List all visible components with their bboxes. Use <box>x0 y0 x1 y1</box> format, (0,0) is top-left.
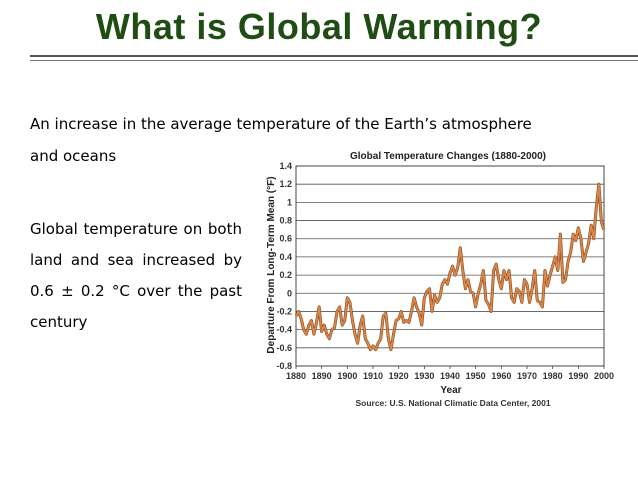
chart-source: Source: U.S. National Climatic Data Cent… <box>355 398 550 408</box>
chart-y-ticks: 1.4 1.2 1 0.8 0.6 0.4 0.2 0 -0.2 -0.4 -0.6 -0.8 <box>276 161 292 371</box>
chart-title: Global Temperature Changes (1880-2000) <box>350 151 546 162</box>
temperature-chart: Global Temperature Changes (1880-2000) D… <box>266 151 614 408</box>
chart-x-tick-label: 1880 <box>286 371 306 381</box>
chart-y-axis-label: Departure From Long-Term Mean (°F) <box>266 176 277 353</box>
slide-title: What is Global Warming? <box>95 6 543 47</box>
chart-x-tick-label: 1970 <box>517 371 537 381</box>
chart-x-tick-label: 1990 <box>568 371 588 381</box>
chart-y-tick-label: 1 <box>287 197 292 207</box>
chart-y-tick-label: -0.6 <box>276 343 292 353</box>
chart-x-tick-label: 1890 <box>312 371 332 381</box>
chart-y-tick-label: -0.8 <box>276 361 292 371</box>
title-rule-thick <box>30 55 638 57</box>
temperature-paragraph: Global temperature on both land and sea … <box>30 220 242 331</box>
chart-x-ticks: 1880 1890 1900 1910 1920 1930 1940 1950 1960 1970… <box>286 366 614 381</box>
chart-x-tick-label: 1930 <box>414 371 434 381</box>
chart-y-tick-label: 0.8 <box>279 216 292 226</box>
chart-x-tick-label: 1910 <box>363 371 383 381</box>
chart-series-layer <box>294 182 606 352</box>
chart-x-tick-label: 1980 <box>543 371 563 381</box>
chart-x-tick-label: 1950 <box>466 371 486 381</box>
chart-x-tick-label: 1940 <box>440 371 460 381</box>
chart-y-tick-label: 0.6 <box>279 234 292 244</box>
chart-x-axis-label: Year <box>440 385 461 396</box>
chart-x-tick-label: 1960 <box>491 371 511 381</box>
chart-x-tick-label: 1920 <box>389 371 409 381</box>
chart-x-tick-label: 2000 <box>594 371 614 381</box>
chart-y-tick-label: 0.2 <box>279 270 292 280</box>
chart-x-tick-label: 1900 <box>337 371 357 381</box>
chart-y-tick-label: 0 <box>287 288 292 298</box>
chart-y-tick-label: 1.4 <box>279 161 292 171</box>
intro-text-line1: An increase in the average temperature o… <box>30 115 532 133</box>
chart-y-tick-label: -0.4 <box>276 325 292 335</box>
title-rule-thin <box>30 60 638 61</box>
chart-series-line <box>295 183 605 351</box>
intro-text-line2: and oceans <box>30 147 117 165</box>
chart-y-tick-label: -0.2 <box>276 306 292 316</box>
chart-y-tick-label: 0.4 <box>279 252 292 262</box>
chart-y-tick-label: 1.2 <box>279 179 292 189</box>
chart-plot-area <box>295 165 605 367</box>
